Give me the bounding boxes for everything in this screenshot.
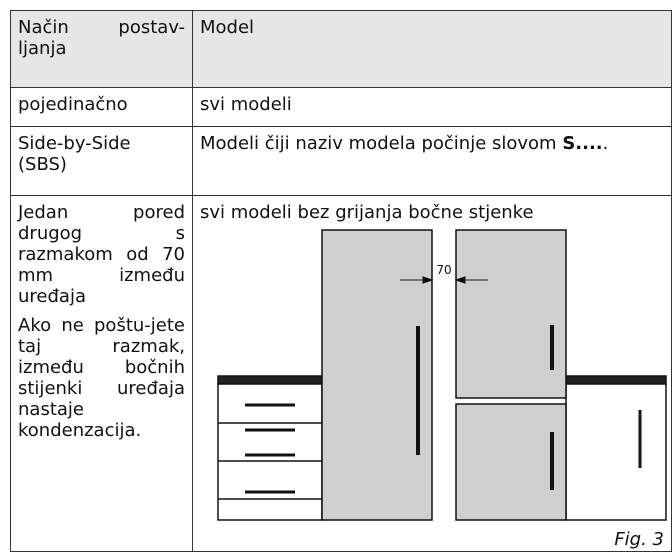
header-cell: Način postav-ljanja (10, 10, 193, 88)
paragraph: Ako ne poštu-jete taj razmak, između boč… (18, 315, 185, 441)
header-row: Način postav-ljanja Model (10, 10, 672, 88)
paragraph: Jedan pored drugog s razmakom od 70 mm i… (18, 202, 185, 307)
cell-text: Modeli čiji naziv modela počinje slovom (200, 133, 557, 154)
cell: Modeli čiji naziv modela počinje slovom … (192, 126, 672, 196)
cabinet (217, 383, 323, 521)
dimension (400, 256, 488, 286)
bold-text: S.... (562, 133, 603, 154)
dimension-label: 70 (436, 263, 451, 277)
cell: svi modeli (192, 87, 672, 127)
fridge-bottom-door (455, 403, 567, 521)
fridge (321, 229, 433, 521)
cell-text: svi modeli bez grijanja bočne stjenke (200, 202, 534, 223)
cell: Side-by-Side (SBS) (10, 126, 193, 196)
row: Side-by-Side (SBS) Modeli čiji naziv mod… (10, 126, 672, 196)
fridge-top-door (455, 229, 567, 399)
cell-text: . (602, 133, 609, 154)
figure-caption: Fig. 3 (614, 529, 664, 550)
header-cell: Model (192, 10, 672, 88)
drawer-handles (245, 403, 295, 494)
counter-top (217, 375, 323, 385)
cell: pojedinačno (10, 87, 193, 127)
counter-top (565, 375, 667, 385)
row: pojedinačno svi modeli (10, 87, 672, 127)
cell: Jedan pored drugog s razmakom od 70 mm i… (10, 195, 193, 552)
cabinet (565, 383, 667, 521)
